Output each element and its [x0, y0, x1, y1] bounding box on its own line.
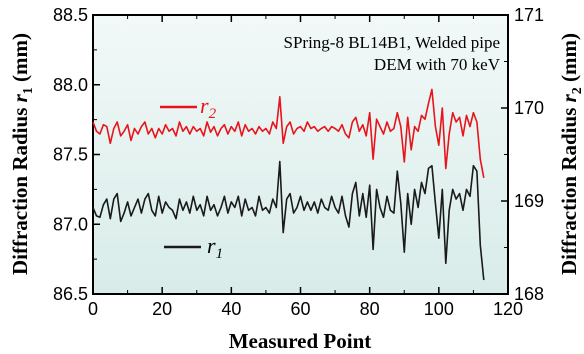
- annotation-line1: SPring-8 BL14B1, Welded pipe: [284, 33, 500, 52]
- y-left-tick-label: 88.5: [53, 5, 88, 25]
- y-left-tick-label: 87.0: [53, 214, 88, 234]
- series-layer: [92, 88, 485, 281]
- x-axis-title: Measured Point: [229, 329, 372, 353]
- x-tick-label: 100: [424, 299, 454, 319]
- x-tick-label: 0: [88, 299, 98, 319]
- legend-r1-label: r1: [207, 233, 223, 262]
- x-tick-label: 80: [360, 299, 380, 319]
- y-right-tick-label: 171: [514, 5, 544, 25]
- x-tick-label: 60: [290, 299, 310, 319]
- series-line-r2: [92, 88, 485, 178]
- y-right-tick-label: 170: [514, 98, 544, 118]
- plot-area: [92, 14, 509, 295]
- annotation-line2: DEM with 70 keV: [374, 55, 501, 74]
- y-left-tick-label: 86.5: [53, 284, 88, 304]
- y-axis-right-title: Diffraction Radius r2 (mm): [557, 33, 584, 275]
- y-left-tick-label: 88.0: [53, 75, 88, 95]
- x-tick-label: 20: [152, 299, 172, 319]
- ticks: 0 20 40 60 80 100 120 86.5 87.0 87.5 88.0 88.5 168 16…: [53, 5, 544, 319]
- series-line-r1: [92, 160, 485, 281]
- y-right-tick-label: 168: [514, 284, 544, 304]
- legend-r2-label: r2: [200, 93, 217, 122]
- x-tick-label: 120: [493, 299, 523, 319]
- y-left-tick-label: 87.5: [53, 145, 88, 165]
- y-axis-left-title: Diffraction Radius r1 (mm): [8, 33, 36, 275]
- y-right-tick-label: 169: [514, 191, 544, 211]
- x-tick-label: 40: [221, 299, 241, 319]
